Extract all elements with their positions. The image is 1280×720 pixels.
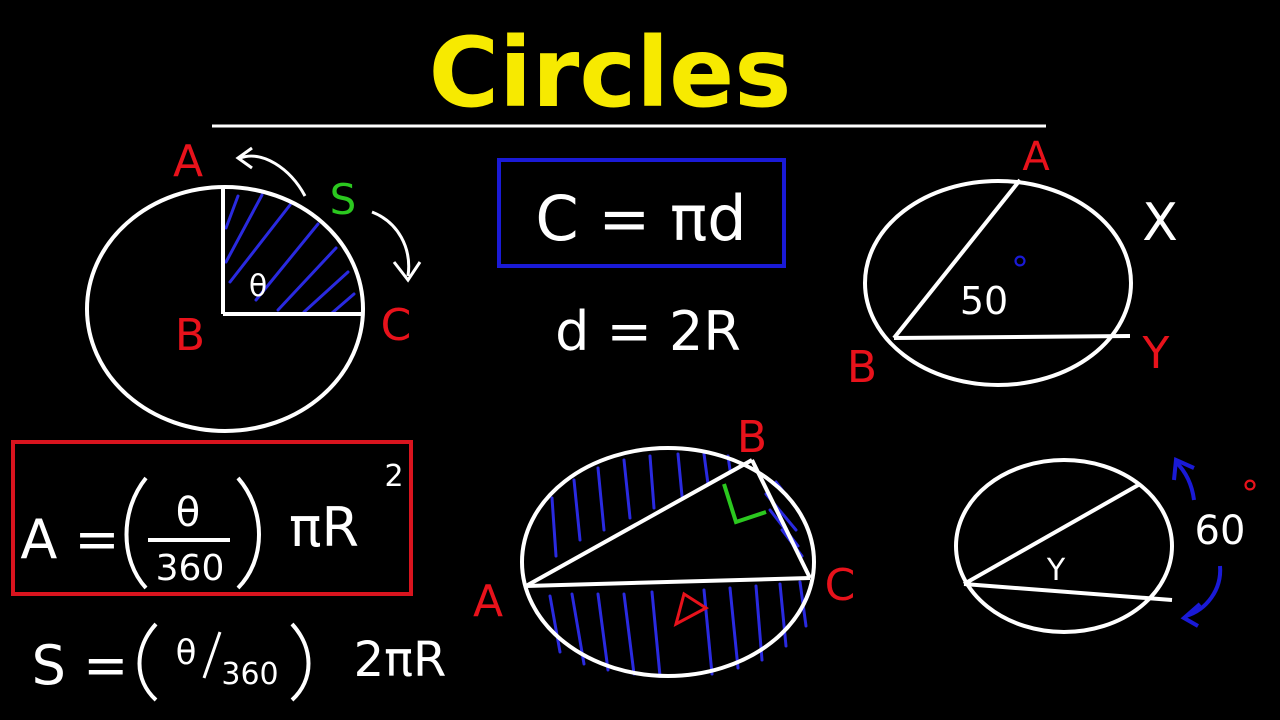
sector-circle [85, 185, 365, 433]
angle-y-label: Y [1046, 553, 1066, 588]
arrow-to-a-head-icon [235, 146, 253, 170]
point-c-label: C [381, 300, 412, 351]
arrow-to-c-head-icon [392, 261, 422, 283]
arc-arrow-down-head-icon [1180, 602, 1202, 628]
chord-ba [892, 178, 1022, 340]
point-a-label: A [173, 136, 203, 187]
point-b-label: B [847, 342, 877, 393]
arc-value-label: 60 [1195, 508, 1246, 554]
triangle-delta-icon [673, 591, 709, 627]
sector-area-rhs: πR [289, 496, 359, 559]
chord-ab [525, 458, 753, 588]
chord-bc [750, 459, 812, 579]
sector-area-box [11, 440, 413, 596]
angle-degree-mark: ° [1011, 250, 1029, 291]
arc-length-frac-num: θ [176, 633, 197, 673]
point-b-label: B [175, 310, 205, 361]
page-title: Circles [429, 17, 792, 129]
point-y-label: Y [1142, 328, 1170, 379]
sector-area-numerator: θ [176, 490, 200, 536]
diameter-ac [525, 576, 811, 588]
arc-length-frac-den: 360 [221, 657, 278, 692]
inscribed-circle [863, 179, 1133, 387]
arrow-to-a-icon [239, 154, 307, 197]
semicircle-diagram: A B C [473, 412, 856, 678]
sector-area-exponent: 2 [384, 459, 403, 494]
sector-hatching [224, 193, 356, 315]
semicircle-circle [520, 446, 816, 678]
arc-right-paren [290, 622, 311, 702]
sector-area-denominator: 360 [156, 548, 225, 589]
arc-slash [202, 631, 222, 679]
point-c-label: C [825, 560, 856, 611]
circumference-formula: C = πd [535, 182, 746, 255]
diameter-formula: d = 2R [555, 300, 741, 363]
circumference-box [497, 158, 786, 268]
sector-diagram: θ A B C S [85, 136, 422, 433]
right-angle-mark-icon [722, 483, 767, 525]
chord-lower [963, 582, 1173, 602]
arc-arrow-up-head-icon [1172, 457, 1195, 481]
chord-by [893, 334, 1131, 340]
point-b-label: B [737, 412, 767, 463]
sector-area-formula: A = θ 360 πR 2 [11, 440, 413, 596]
angle-value-label: 50 [960, 279, 1008, 323]
arc-degree-mark: ° [1241, 474, 1259, 515]
left-paren [124, 476, 148, 590]
arc-left-paren [137, 622, 158, 702]
arrow-to-c-icon [371, 210, 411, 277]
point-a-label: A [473, 576, 503, 627]
point-x-label: X [1142, 193, 1178, 253]
region-hatching [548, 452, 808, 678]
inscribed-angle-diagram: 50 ° A B X Y [847, 134, 1178, 393]
chord-upper [963, 482, 1141, 586]
chord-angle-diagram: Y 60 ° [954, 457, 1259, 634]
point-a-label: A [1022, 134, 1050, 180]
arc-length-s-label: S [330, 175, 357, 224]
right-paren [236, 476, 261, 590]
sector-area-lhs: A = [20, 508, 119, 571]
arc-length-lhs: S = [32, 634, 129, 697]
arc-length-rhs: 2πR [354, 632, 447, 688]
arc-arrow-up-icon [1174, 460, 1196, 501]
angle-theta-label: θ [249, 269, 267, 304]
chord-circle [954, 458, 1174, 634]
arc-length-formula: S = θ 360 2πR [32, 622, 447, 702]
